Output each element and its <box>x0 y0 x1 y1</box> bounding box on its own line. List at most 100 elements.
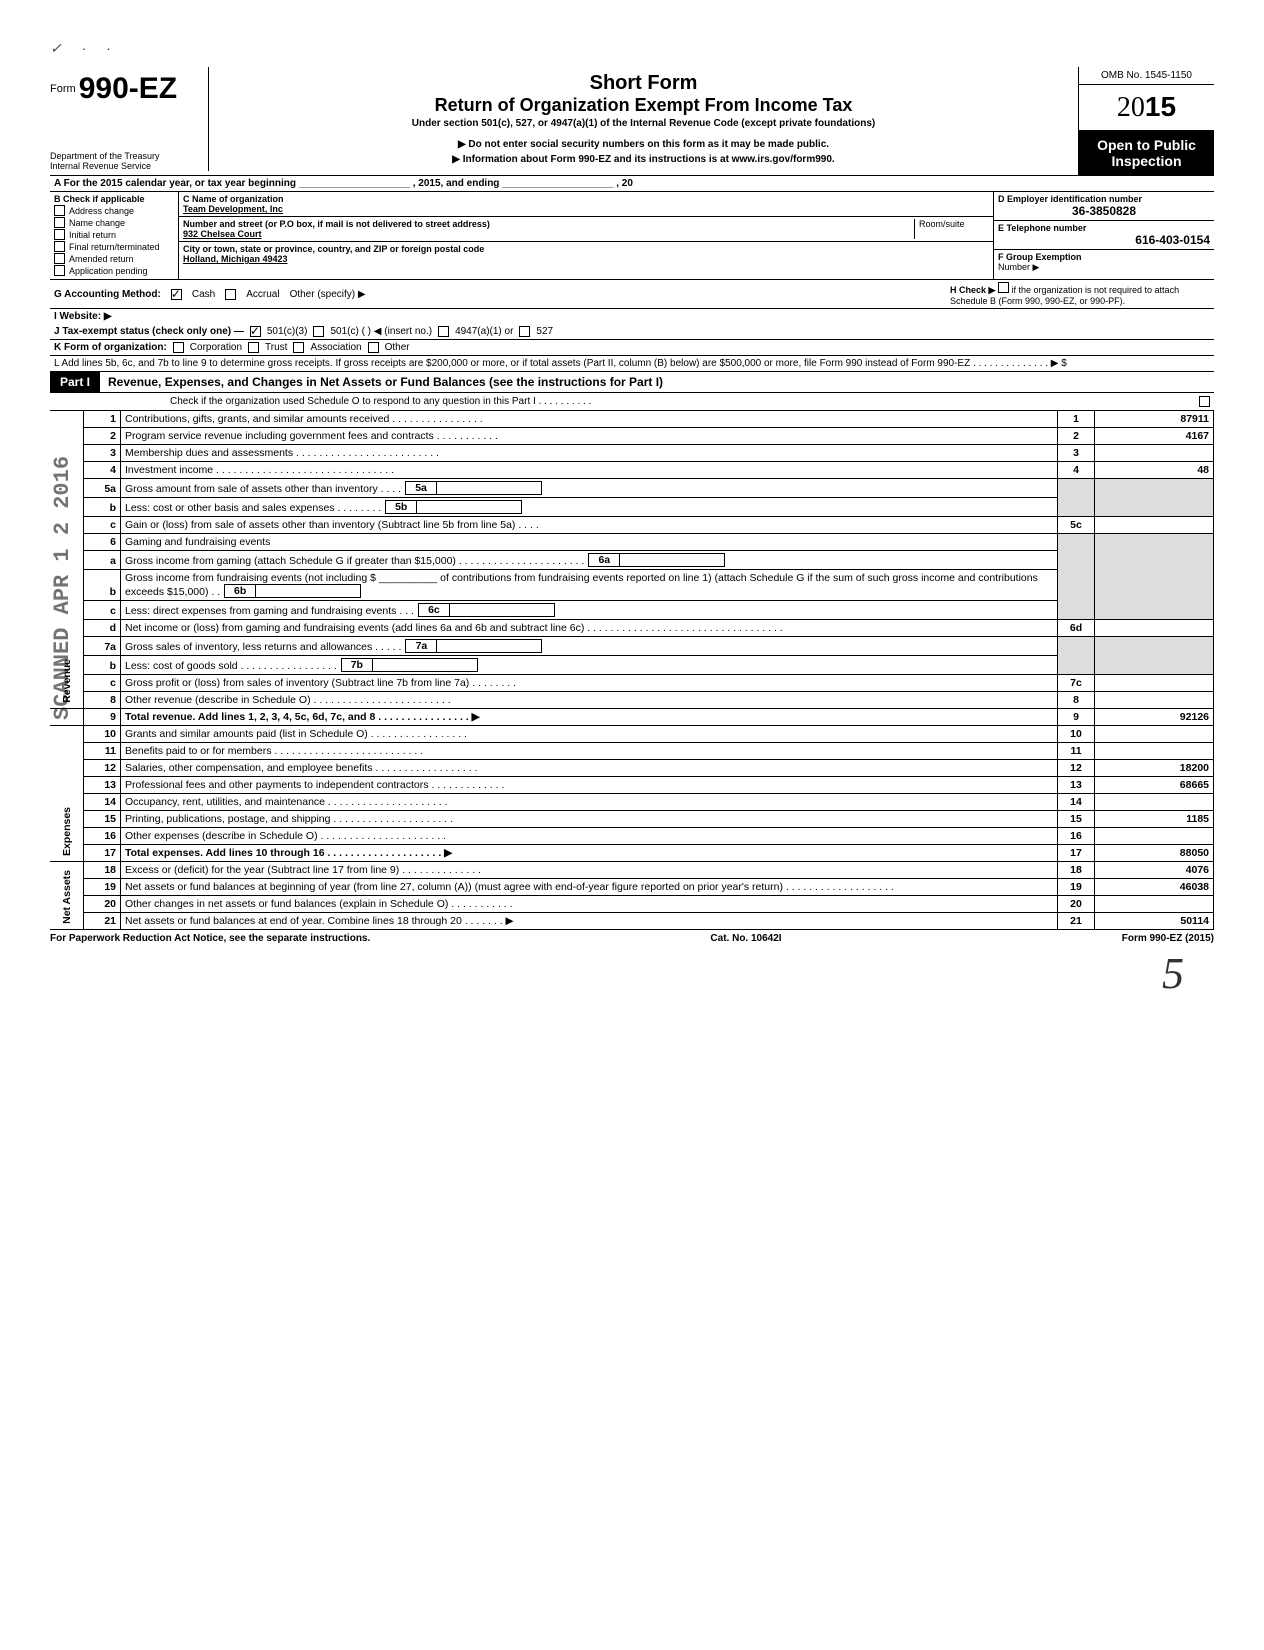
footer-left: For Paperwork Reduction Act Notice, see … <box>50 933 370 944</box>
l6c-num: c <box>84 601 121 620</box>
l4-num: 4 <box>84 462 121 479</box>
k-assoc-checkbox[interactable] <box>293 342 304 353</box>
l7ab-shade-v <box>1095 637 1214 675</box>
l16-desc: Other expenses (describe in Schedule O) … <box>121 828 1058 845</box>
l5b-desc: Less: cost or other basis and sales expe… <box>121 498 1058 517</box>
l5c-val <box>1095 517 1214 534</box>
l21-desc: Net assets or fund balances at end of ye… <box>121 913 1058 930</box>
l6-shade-v <box>1095 534 1214 620</box>
l1-desc: Contributions, gifts, grants, and simila… <box>121 411 1058 428</box>
l19-desc: Net assets or fund balances at beginning… <box>121 879 1058 896</box>
l2-desc: Program service revenue including govern… <box>121 428 1058 445</box>
part1-checkbox[interactable] <box>1199 396 1210 407</box>
form-page: ✓ · · SCANNED APR 1 2 2016 Form 990-EZ D… <box>50 40 1214 944</box>
e-block: E Telephone number 616-403-0154 <box>994 221 1214 250</box>
l6a-num: a <box>84 551 121 570</box>
f-label: F Group Exemption <box>998 252 1082 262</box>
l8-boxn: 8 <box>1058 692 1095 709</box>
l8-val <box>1095 692 1214 709</box>
l6c-desc: Less: direct expenses from gaming and fu… <box>121 601 1058 620</box>
c-name-block: C Name of organization Team Development,… <box>179 192 993 217</box>
open-to-public: Open to Public Inspection <box>1079 131 1214 175</box>
l1-val: 87911 <box>1095 411 1214 428</box>
l8-num: 8 <box>84 692 121 709</box>
b-final[interactable]: Final return/terminated <box>54 241 174 252</box>
k-other-checkbox[interactable] <box>368 342 379 353</box>
l10-num: 10 <box>84 726 121 743</box>
line-l: L Add lines 5b, 6c, and 7b to line 9 to … <box>50 356 1214 372</box>
l12-num: 12 <box>84 760 121 777</box>
l16-boxn: 16 <box>1058 828 1095 845</box>
b-addr-change[interactable]: Address change <box>54 205 174 216</box>
l7c-desc: Gross profit or (loss) from sales of inv… <box>121 675 1058 692</box>
j-527-checkbox[interactable] <box>519 326 530 337</box>
l20-boxn: 20 <box>1058 896 1095 913</box>
l19-boxn: 19 <box>1058 879 1095 896</box>
l13-desc: Professional fees and other payments to … <box>121 777 1058 794</box>
l17-desc: Total expenses. Add lines 10 through 16 … <box>121 845 1058 862</box>
l15-num: 15 <box>84 811 121 828</box>
j-501c-checkbox[interactable] <box>313 326 324 337</box>
part1-header: Part I Revenue, Expenses, and Changes in… <box>50 372 1214 393</box>
l4-boxn: 4 <box>1058 462 1095 479</box>
l7b-num: b <box>84 656 121 675</box>
b-pending[interactable]: Application pending <box>54 265 174 276</box>
k-trust-checkbox[interactable] <box>248 342 259 353</box>
l1-num: 1 <box>84 411 121 428</box>
l4-desc: Investment income . . . . . . . . . . . … <box>121 462 1058 479</box>
ssn-note: ▶ Do not enter social security numbers o… <box>217 139 1070 150</box>
k-assoc: Association <box>310 342 361 353</box>
l16-val <box>1095 828 1214 845</box>
footer-right: Form 990-EZ (2015) <box>1122 933 1214 944</box>
j-4947-checkbox[interactable] <box>438 326 449 337</box>
e-label: E Telephone number <box>998 223 1210 233</box>
g-accrual-checkbox[interactable] <box>225 289 236 300</box>
f-block: F Group Exemption Number ▶ <box>994 250 1214 275</box>
l3-num: 3 <box>84 445 121 462</box>
b-initial[interactable]: Initial return <box>54 229 174 240</box>
title-block: Short Form Return of Organization Exempt… <box>209 67 1078 170</box>
k-corp: Corporation <box>190 342 242 353</box>
form-prefix: Form <box>50 83 76 95</box>
b-amended[interactable]: Amended return <box>54 253 174 264</box>
c-name-value: Team Development, Inc <box>183 204 989 214</box>
g-cash-checkbox[interactable] <box>171 289 182 300</box>
h-checkbox[interactable] <box>998 282 1009 293</box>
l15-desc: Printing, publications, postage, and shi… <box>121 811 1058 828</box>
title-return: Return of Organization Exempt From Incom… <box>217 95 1070 116</box>
j-501c: 501(c) ( ) ◀ (insert no.) <box>330 326 432 337</box>
dept-treasury: Department of the Treasury <box>50 151 200 161</box>
l10-desc: Grants and similar amounts paid (list in… <box>121 726 1058 743</box>
l21-val: 50114 <box>1095 913 1214 930</box>
d-label: D Employer identification number <box>998 194 1210 204</box>
l7b-desc: Less: cost of goods sold . . . . . . . .… <box>121 656 1058 675</box>
l3-desc: Membership dues and assessments . . . . … <box>121 445 1058 462</box>
l7ab-shade <box>1058 637 1095 675</box>
side-netassets: Net Assets <box>50 862 84 930</box>
l6-num: 6 <box>84 534 121 551</box>
l8-desc: Other revenue (describe in Schedule O) .… <box>121 692 1058 709</box>
l14-boxn: 14 <box>1058 794 1095 811</box>
k-corp-checkbox[interactable] <box>173 342 184 353</box>
l20-val <box>1095 896 1214 913</box>
c-addr-value: 932 Chelsea Court <box>183 229 914 239</box>
k-other: Other <box>385 342 410 353</box>
l5ab-shade <box>1058 479 1095 517</box>
form-header: Form 990-EZ Department of the Treasury I… <box>50 67 1214 176</box>
k-trust: Trust <box>265 342 287 353</box>
b-name-change[interactable]: Name change <box>54 217 174 228</box>
j-501c3-checkbox[interactable] <box>250 326 261 337</box>
l7c-boxn: 7c <box>1058 675 1095 692</box>
l6d-boxn: 6d <box>1058 620 1095 637</box>
part1-check: Check if the organization used Schedule … <box>50 393 1214 411</box>
l6a-desc: Gross income from gaming (attach Schedul… <box>121 551 1058 570</box>
l11-num: 11 <box>84 743 121 760</box>
line-i: I Website: ▶ <box>50 309 1214 324</box>
j-label: J Tax-exempt status (check only one) — <box>54 326 244 337</box>
side-expenses: Expenses <box>50 726 84 862</box>
l7c-num: c <box>84 675 121 692</box>
l5b-num: b <box>84 498 121 517</box>
l6b-desc: Gross income from fundraising events (no… <box>121 570 1058 601</box>
i-label: I Website: ▶ <box>54 311 112 322</box>
l13-boxn: 13 <box>1058 777 1095 794</box>
